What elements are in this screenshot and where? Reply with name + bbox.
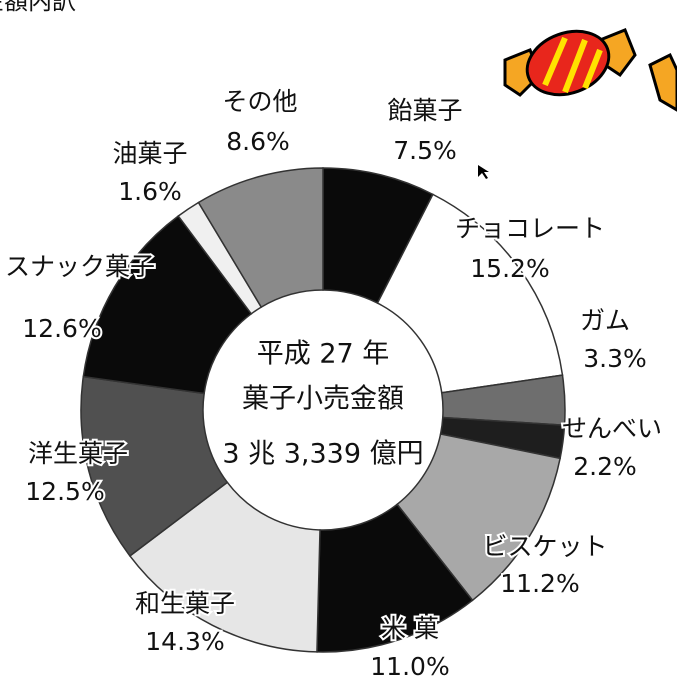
value-label: 12.6%: [22, 314, 101, 343]
category-label: スナック菓子: [5, 252, 155, 281]
category-label: 洋生菓子: [28, 439, 128, 468]
value-label: 7.5%: [393, 136, 457, 165]
category-label: 飴菓子: [387, 96, 462, 125]
category-label: ガム: [580, 306, 630, 335]
value-label: 11.0%: [370, 652, 449, 681]
category-label: 米 菓: [381, 614, 439, 643]
category-label: せんべい: [562, 414, 662, 443]
cursor: [478, 165, 489, 179]
value-label: 12.5%: [25, 477, 104, 506]
center-text: 平成 27 年: [257, 339, 390, 370]
value-label: 1.6%: [118, 177, 182, 206]
value-label: 14.3%: [145, 627, 224, 656]
category-label: 和生菓子: [135, 589, 235, 618]
category-label: チョコレート: [455, 214, 605, 243]
value-label: 8.6%: [226, 127, 290, 156]
value-label: 2.2%: [573, 452, 637, 481]
center-text: 菓子小売金額: [242, 384, 404, 415]
page: 金額内訳 飴菓子 7.5% チョコレート 15.2% ガム 3.3% せんべい 2.2% ビスケ…: [0, 0, 677, 682]
category-label: ビスケット: [482, 532, 607, 561]
value-label: 15.2%: [470, 254, 549, 283]
category-label: 油菓子: [112, 139, 187, 168]
candy-decoration: [505, 20, 677, 110]
value-label: 11.2%: [500, 569, 579, 598]
center-text: 3 兆 3,339 億円: [222, 439, 423, 470]
chart: 金額内訳 飴菓子 7.5% チョコレート 15.2% ガム 3.3% せんべい 2.2% ビスケ…: [0, 0, 677, 682]
value-label: 3.3%: [583, 344, 647, 373]
category-label: その他: [222, 87, 297, 116]
chart-title: 金額内訳: [0, 0, 76, 15]
